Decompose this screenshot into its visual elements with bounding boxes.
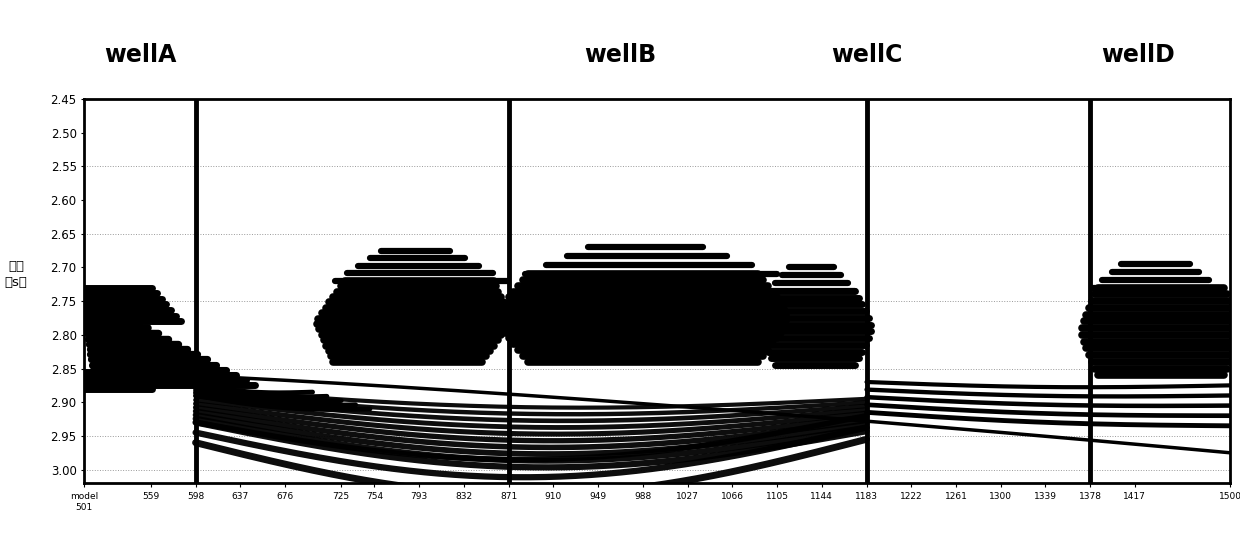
Text: wellB: wellB <box>584 43 656 67</box>
Text: wellC: wellC <box>831 43 903 67</box>
Text: wellA: wellA <box>104 43 176 67</box>
Text: wellD: wellD <box>1101 43 1174 67</box>
Text: 时间
（s）: 时间 （s） <box>5 260 27 289</box>
